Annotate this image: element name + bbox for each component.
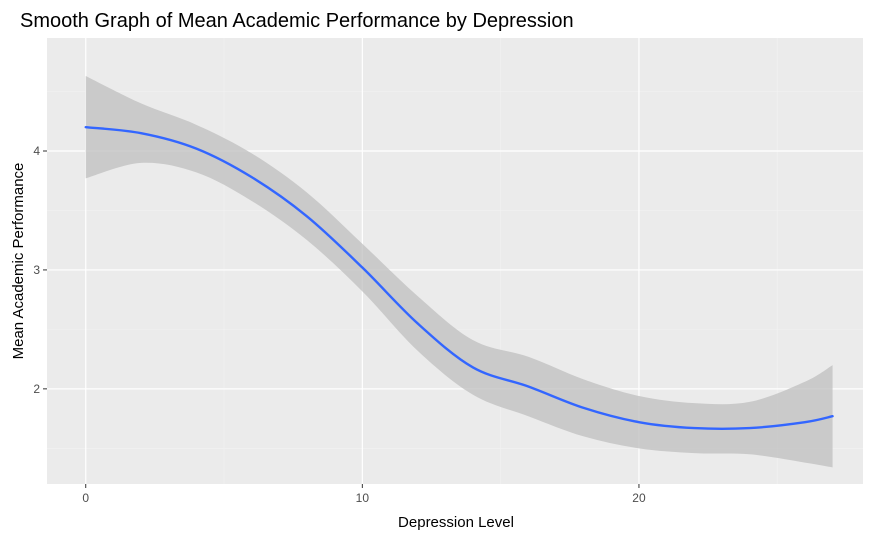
y-axis-title: Mean Academic Performance <box>10 163 27 360</box>
y-tick-label: 3 <box>33 263 40 277</box>
smooth-line <box>84 126 834 431</box>
x-tick-label: 20 <box>632 491 646 505</box>
chart-title: Smooth Graph of Mean Academic Performanc… <box>20 10 574 32</box>
y-tick-label: 2 <box>33 382 40 396</box>
smooth-line-layer <box>84 126 834 431</box>
confidence-band <box>85 76 833 468</box>
y-axis: 2 3 4 <box>33 144 47 396</box>
confidence-band-layer <box>85 76 833 468</box>
x-axis-title: Depression Level <box>398 514 514 531</box>
x-tick-label: 0 <box>82 491 89 505</box>
x-axis: 0 10 20 <box>82 484 646 505</box>
y-tick-label: 4 <box>33 144 40 158</box>
x-tick-label: 10 <box>356 491 370 505</box>
grid-minor <box>47 38 863 484</box>
